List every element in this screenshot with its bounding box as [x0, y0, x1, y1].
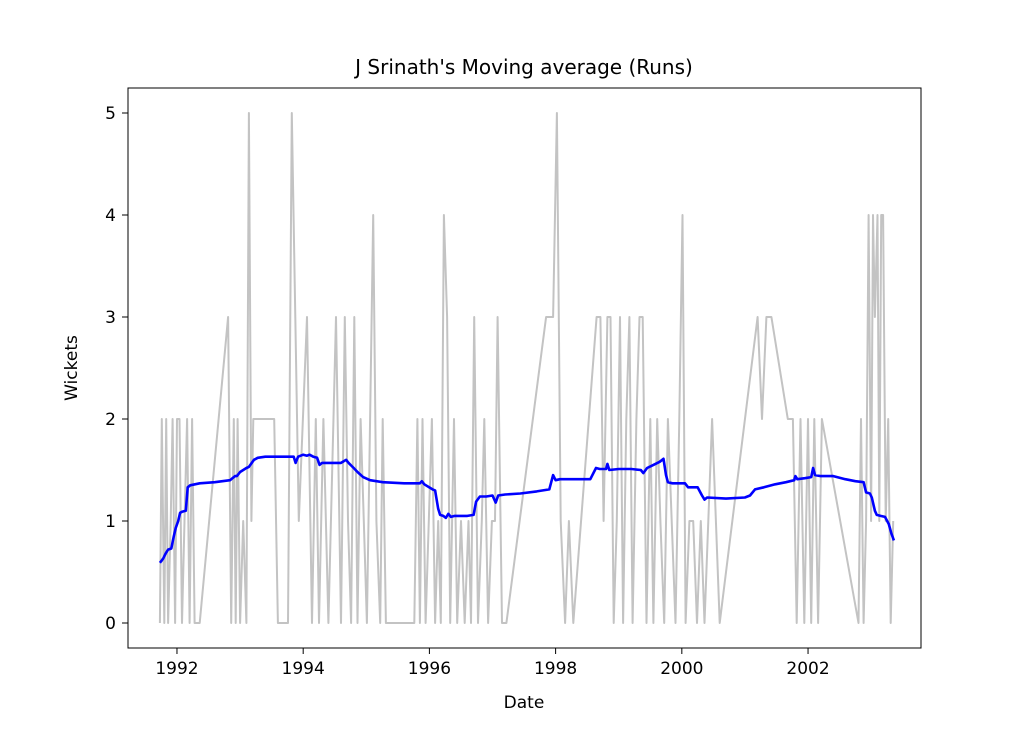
x-tick-label: 1992	[155, 659, 198, 679]
y-tick-label: 4	[105, 206, 116, 226]
x-axis-label: Date	[504, 693, 545, 713]
y-axis-label: Wickets	[62, 335, 82, 401]
y-tick-label: 3	[105, 308, 116, 328]
series-line-wickets-per-match	[158, 112, 895, 624]
x-tick-label: 2002	[786, 659, 829, 679]
y-tick-label: 2	[105, 410, 116, 430]
series-line-moving-average	[158, 453, 896, 564]
axes-spines	[127, 87, 922, 649]
y-tick-label: 5	[105, 104, 116, 124]
y-tick-label: 0	[105, 614, 116, 634]
plot-area: 1992 1994 1996 1998 2000 2002 0 1 2 3 4 5	[105, 87, 922, 679]
y-tick-label: 1	[105, 512, 116, 532]
chart-title: J Srinath's Moving average (Runs)	[353, 55, 693, 79]
x-tick-label: 2000	[660, 659, 703, 679]
x-tick-label: 1998	[534, 659, 577, 679]
x-tick-label: 1996	[408, 659, 451, 679]
x-tick-label: 1994	[282, 659, 325, 679]
